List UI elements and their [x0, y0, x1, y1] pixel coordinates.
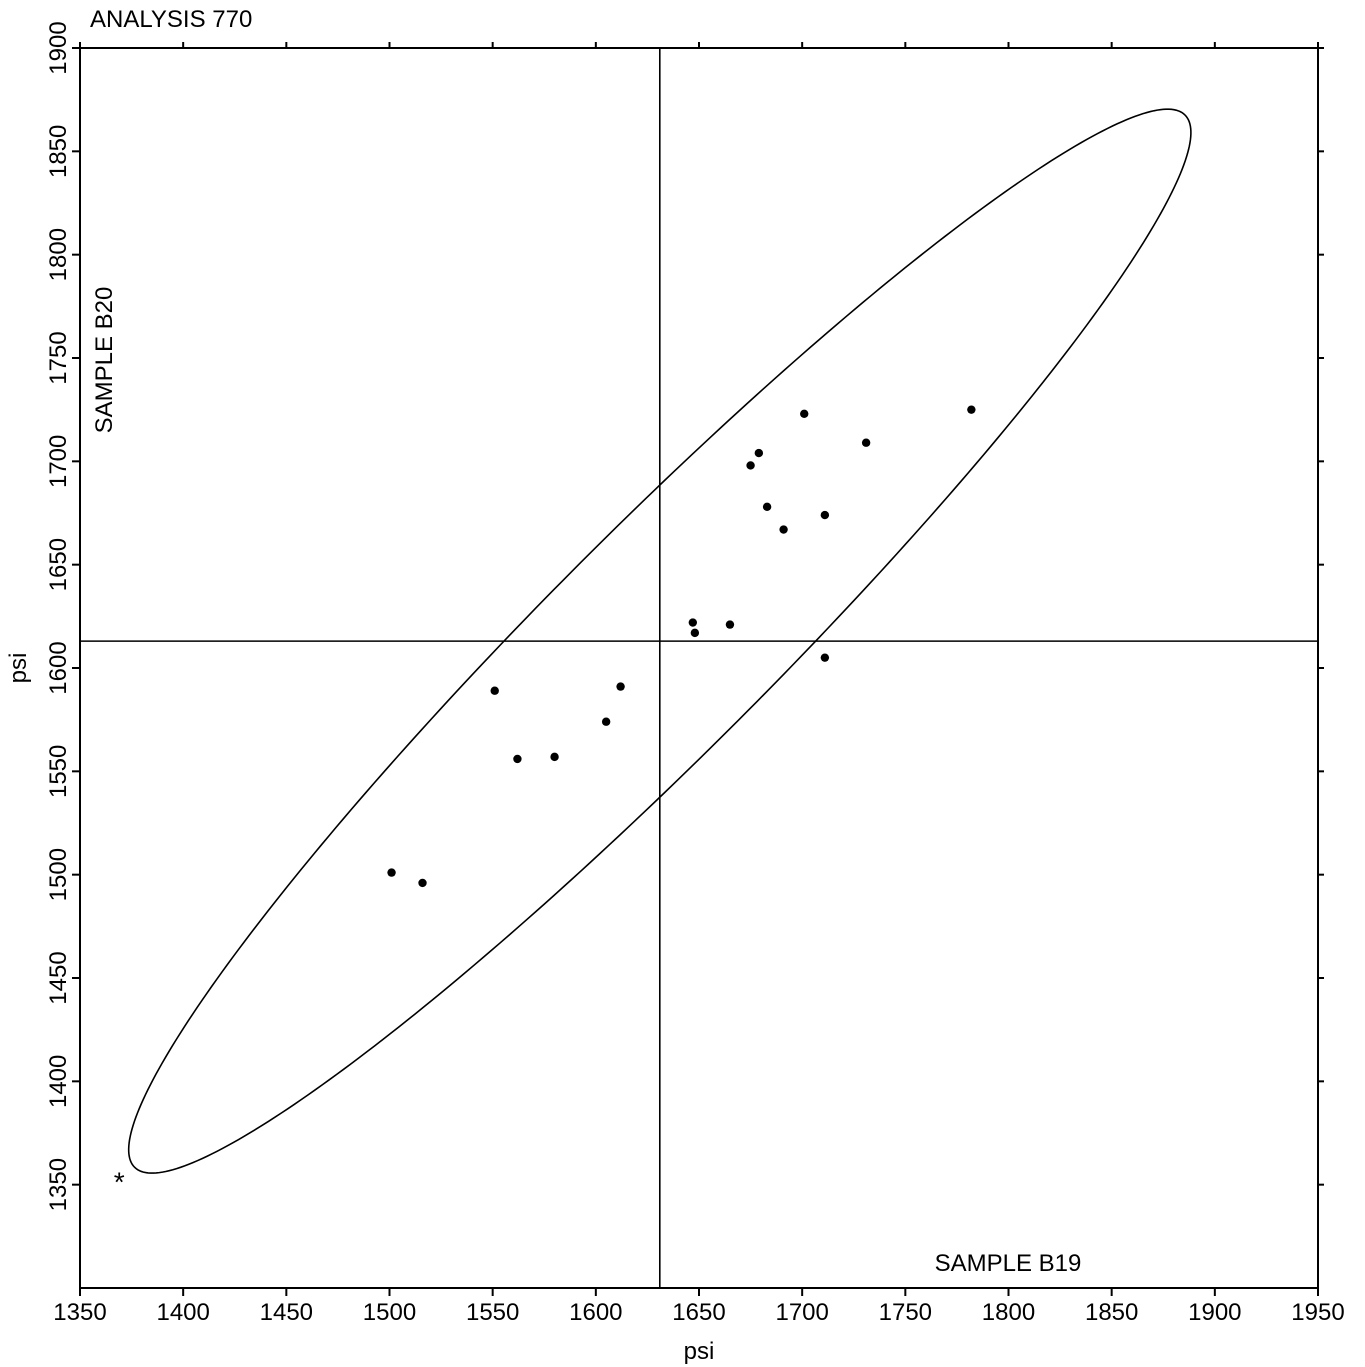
- y-axis-label: psi: [5, 653, 32, 684]
- y-tick-label: 1400: [45, 1055, 72, 1108]
- data-point: [967, 405, 976, 414]
- chart-title: ANALYSIS 770: [90, 6, 252, 33]
- x-tick-label: 1900: [1188, 1299, 1241, 1326]
- confidence-ellipse: [127, 108, 1192, 1174]
- x-tick-label: 1850: [1085, 1299, 1138, 1326]
- data-point: [762, 502, 772, 511]
- x-tick-label: 1800: [982, 1299, 1035, 1326]
- x-tick-label: 1700: [775, 1299, 828, 1326]
- data-point: [800, 409, 809, 418]
- y-tick-label: 1700: [45, 435, 72, 488]
- data-points: [387, 405, 976, 888]
- data-point: [746, 461, 755, 470]
- y-tick-label: 1550: [45, 745, 72, 798]
- y-tick-label: 1900: [45, 21, 72, 74]
- plot-frame: [79, 47, 1319, 1289]
- outlier-marker: *: [114, 1167, 125, 1198]
- y-tick-label: 1850: [45, 125, 72, 178]
- x-tick-label: 1650: [672, 1299, 725, 1326]
- y-axis-ticks: 1350 1400 1450 1500 1550 1600 1650 1700 1750 1800…: [45, 21, 1324, 1211]
- data-point: [861, 438, 871, 447]
- data-point: [779, 525, 788, 534]
- x-tick-label: 1750: [879, 1299, 932, 1326]
- data-point: [690, 628, 700, 638]
- y-tick-label: 1600: [45, 641, 72, 694]
- x-tick-label: 1550: [466, 1299, 519, 1326]
- data-point: [688, 618, 698, 627]
- data-point: [387, 868, 396, 877]
- x-tick-label: 1400: [156, 1299, 209, 1326]
- x-tick-label: 1450: [260, 1299, 313, 1326]
- data-point: [820, 653, 830, 662]
- x-tick-label: 1350: [53, 1299, 106, 1326]
- x-axis-label: psi: [684, 1338, 715, 1365]
- data-point: [418, 878, 427, 888]
- y-tick-label: 1750: [45, 331, 72, 384]
- y-tick-label: 1350: [45, 1158, 72, 1211]
- data-point: [754, 448, 764, 458]
- y-tick-label: 1500: [45, 848, 72, 901]
- y-tick-label: 1800: [45, 228, 72, 281]
- data-point: [601, 717, 611, 726]
- y-series-label: SAMPLE B20: [91, 287, 118, 434]
- x-tick-label: 1950: [1291, 1299, 1344, 1326]
- data-point: [490, 686, 499, 695]
- data-point: [550, 752, 559, 762]
- x-tick-label: 1500: [363, 1299, 416, 1326]
- y-tick-label: 1450: [45, 951, 72, 1004]
- data-point: [725, 620, 735, 629]
- y-tick-label: 1650: [45, 538, 72, 591]
- data-point: [616, 682, 625, 691]
- x-series-label: SAMPLE B19: [935, 1250, 1082, 1277]
- x-axis-ticks: 1350 1400 1450 1500 1550 1600 1650 1700 1750 1800…: [53, 42, 1345, 1326]
- data-point: [820, 510, 830, 520]
- data-point: [513, 754, 522, 764]
- x-tick-label: 1600: [569, 1299, 622, 1326]
